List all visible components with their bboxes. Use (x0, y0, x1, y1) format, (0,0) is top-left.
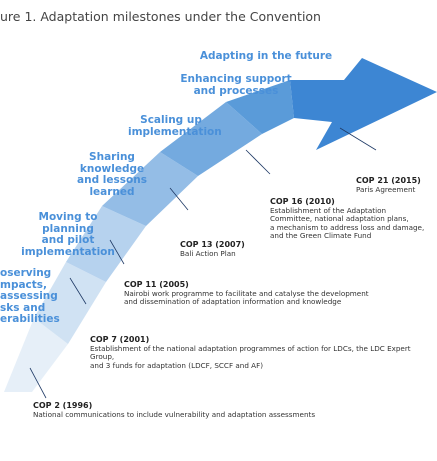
milestone-cop11: COP 11 (2005) Nairobi work programme to … (124, 280, 434, 307)
leader-line-cop21 (339, 127, 377, 151)
stage-label-sharing: Sharing knowledge and lessons learned (77, 151, 147, 198)
milestone-title: COP 7 (2001) (90, 335, 150, 344)
milestone-cop7: COP 7 (2001) Establishment of the nation… (90, 335, 435, 370)
milestone-cop16: COP 16 (2010) Establishment of the Adapt… (270, 197, 436, 241)
milestone-desc: National communications to include vulne… (33, 409, 316, 419)
milestone-desc: Establishment of the Adaptation Committe… (270, 205, 425, 241)
arrow-segment-5 (160, 102, 262, 176)
arrow-segment-2 (34, 262, 106, 344)
milestone-desc: Paris Agreement (356, 184, 416, 194)
milestone-cop2: COP 2 (1996) National communications to … (33, 401, 433, 419)
stage-label-observing: oserving mpacts, assessing sks and erabi… (0, 267, 60, 325)
milestone-title: COP 16 (2010) (270, 197, 335, 206)
stage-label-future: Adapting in the future (199, 50, 333, 62)
milestone-title: COP 2 (1996) (33, 401, 93, 410)
arrow-segment-4 (102, 152, 198, 226)
leader-line-cop11 (109, 239, 125, 265)
milestone-desc: Nairobi work programme to facilitate and… (124, 288, 369, 307)
leader-line-cop13 (169, 187, 189, 211)
stage-label-scaling: Scaling up implementation (128, 114, 222, 138)
milestone-desc: Establishment of the national adaptation… (90, 343, 411, 370)
milestone-cop13: COP 13 (2007) Bali Action Plan (180, 240, 300, 258)
stage-label-enhancing: Enhancing support and processes (180, 73, 292, 97)
figure-title: ure 1. Adaptation milestones under the C… (0, 9, 321, 24)
leader-line-cop16 (245, 149, 271, 175)
leader-line-cop7 (69, 277, 87, 305)
milestone-title: COP 13 (2007) (180, 240, 245, 249)
milestone-cop21: COP 21 (2015) Paris Agreement (356, 176, 434, 194)
milestone-desc: Bali Action Plan (180, 248, 236, 258)
milestone-title: COP 11 (2005) (124, 280, 189, 289)
leader-line-cop2 (29, 367, 47, 399)
stage-label-planning: Moving to planning and pilot implementat… (21, 211, 115, 258)
arrow-segment-1 (4, 318, 68, 392)
leader-lines (29, 127, 377, 399)
milestone-title: COP 21 (2015) (356, 176, 421, 185)
arrow-head (290, 58, 437, 150)
arrow-segment-3 (66, 206, 146, 282)
arrow-segment-6 (226, 80, 294, 134)
